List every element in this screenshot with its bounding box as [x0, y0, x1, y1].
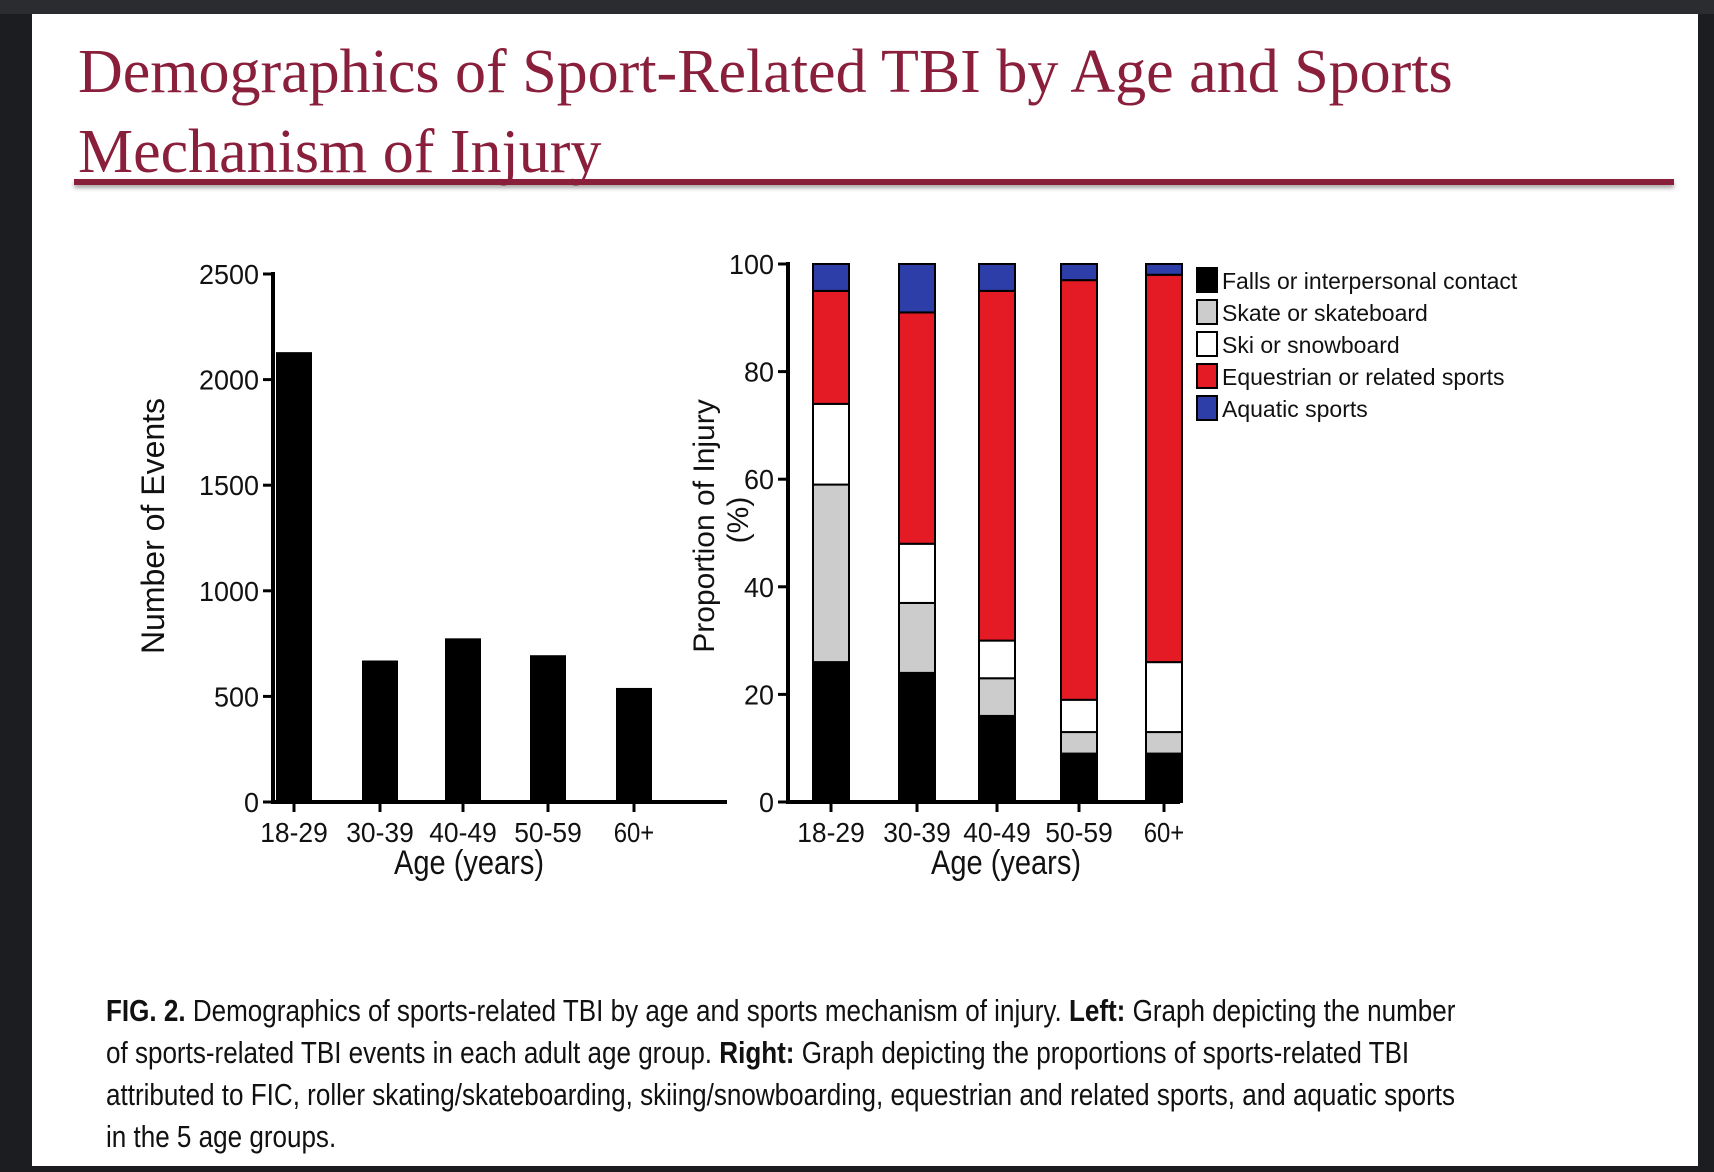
right-y-axis-title-line-2: (%) — [722, 497, 755, 544]
right-bar-segment — [1145, 273, 1183, 664]
right-y-tick-label: 40 — [744, 572, 774, 603]
left-x-tick-label: 30-39 — [346, 817, 414, 848]
right-bar-segment — [1145, 263, 1183, 276]
slide-title: Demographics of Sport-Related TBI by Age… — [78, 38, 1453, 186]
right-bar-segment — [978, 289, 1016, 642]
caption-left-label: Left: — [1068, 993, 1126, 1028]
right-x-tick-label: 60+ — [1144, 817, 1185, 848]
left-bar — [616, 687, 652, 802]
right-y-tick-label: 0 — [759, 787, 774, 818]
left-x-tick-label: 60+ — [614, 817, 655, 848]
left-x-tick-label: 18-29 — [260, 817, 328, 848]
figure-caption: FIG. 2. Demographics of sports-related T… — [106, 990, 1458, 1158]
right-bar-segment — [978, 639, 1016, 680]
left-x-tick-label: 50-59 — [514, 817, 582, 848]
left-bar — [276, 352, 312, 802]
right-bar-segment — [1060, 752, 1098, 804]
legend-label: Skate or skateboard — [1222, 300, 1428, 326]
caption-right-label: Right: — [719, 1035, 795, 1070]
legend-swatch — [1196, 331, 1218, 357]
right-stacked-chart: 0 20 40 60 80 100 18-29 30-39 40-49 50-59 60+ Age (… — [688, 249, 1518, 882]
legend-swatch — [1196, 299, 1218, 325]
right-bar-segment — [1145, 752, 1183, 804]
right-bar-segment — [812, 263, 850, 292]
right-x-tick-label: 18-29 — [797, 817, 865, 848]
left-y-tick-label: 500 — [214, 681, 259, 712]
right-y-axis-title-line-1: Proportion of Injury — [688, 399, 721, 652]
legend-label: Falls or interpersonal contact — [1222, 268, 1518, 294]
caption-text-1: Demographics of sports-related TBI by ag… — [185, 993, 1069, 1028]
left-y-tick-label: 2000 — [199, 365, 259, 396]
right-x-axis-title: Age (years) — [931, 844, 1081, 882]
right-bar-segment — [978, 263, 1016, 292]
left-y-tick-label: 2500 — [199, 259, 259, 290]
legend-swatch — [1196, 395, 1218, 421]
right-bar-segment — [812, 483, 850, 664]
caption-text-3: Graph depicting the proportions of sport… — [106, 1035, 1456, 1154]
left-bar-chart: 0 500 1000 1500 2000 2500 18-29 30-39 40-49 50-59… — [135, 259, 727, 882]
title-rule — [74, 179, 1674, 185]
right-bar-segment — [1145, 661, 1183, 734]
legend-swatch — [1196, 267, 1218, 293]
right-bar-segment — [1060, 731, 1098, 755]
right-x-tick-label: 50-59 — [1045, 817, 1113, 848]
left-y-tick-label: 0 — [244, 787, 259, 818]
legend-label: Equestrian or related sports — [1222, 364, 1505, 390]
caption-text-2: Graph depicting the number of sports-rel… — [106, 993, 1456, 1070]
right-bar-segment — [898, 601, 936, 674]
right-bar-segment — [978, 714, 1016, 803]
right-bar-segment — [812, 402, 850, 486]
left-y-axis-title: Number of Events — [135, 398, 171, 654]
left-bar — [530, 655, 566, 802]
right-y-tick-label: 60 — [744, 464, 774, 495]
left-y-tick-label: 1500 — [199, 470, 259, 501]
right-y-tick-label: 100 — [729, 249, 774, 280]
top-bar — [0, 0, 1714, 14]
left-bar — [362, 660, 398, 802]
caption-fig-label: FIG. 2. — [106, 993, 186, 1028]
right-bar-segment — [978, 677, 1016, 717]
left-x-tick-label: 40-49 — [429, 817, 497, 848]
right-bar-segment — [812, 289, 850, 405]
left-bar — [445, 638, 481, 802]
right-bar-segment — [898, 311, 936, 545]
right-x-tick-label: 40-49 — [963, 817, 1031, 848]
right-y-tick-label: 20 — [744, 679, 774, 710]
right-bar-segment — [1060, 279, 1098, 701]
right-bar-segment — [1145, 731, 1183, 755]
slide: Demographics of Sport-Related TBI by Age… — [32, 14, 1698, 1166]
right-bar-segment — [898, 263, 936, 314]
right-bar-segment — [898, 542, 936, 604]
legend-swatch — [1196, 363, 1218, 389]
right-bar-segment — [898, 671, 936, 803]
right-bar-segment — [812, 661, 850, 803]
right-y-tick-label: 80 — [744, 357, 774, 388]
left-y-tick-label: 1000 — [199, 576, 259, 607]
left-x-axis-title: Age (years) — [394, 844, 544, 882]
legend-label: Aquatic sports — [1222, 396, 1368, 422]
right-x-tick-label: 30-39 — [883, 817, 951, 848]
legend-label: Ski or snowboard — [1222, 332, 1400, 358]
right-bar-segment — [1060, 263, 1098, 282]
right-bar-segment — [1060, 698, 1098, 734]
